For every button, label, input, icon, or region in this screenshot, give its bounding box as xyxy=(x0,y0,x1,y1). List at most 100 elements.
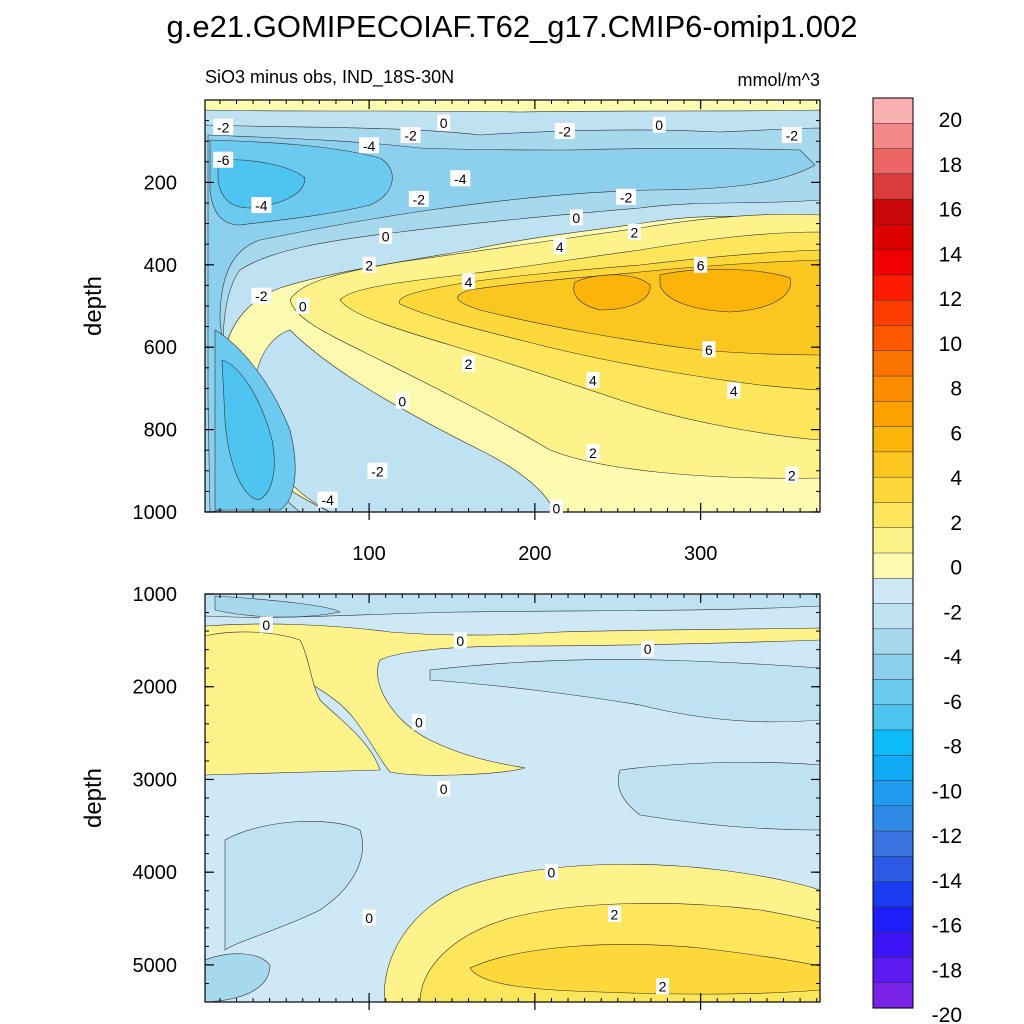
lower-contour-label-box xyxy=(656,978,670,995)
colorbar-segment xyxy=(872,906,914,933)
lower-region-pos2-core xyxy=(469,944,820,995)
lower-contour-label-box xyxy=(453,632,467,649)
lower-region-neg-right xyxy=(429,659,820,723)
upper-contour-label-text: 0 xyxy=(299,299,307,315)
lower-region-pos-left-band xyxy=(205,631,381,776)
colorbar-segment xyxy=(872,198,914,225)
colorbar-segment xyxy=(872,299,914,327)
upper-contour-label: 4 xyxy=(727,382,741,399)
lower-contour-label-box xyxy=(437,780,451,797)
upper-contour-label: 2 xyxy=(785,466,799,483)
upper-contour-label: 4 xyxy=(553,238,567,255)
panel-lower: 1000 2000 3000 4000 5000 0 0 0 0 0 0 0 2 2 depth xyxy=(80,584,821,1010)
upper-contour-label-box xyxy=(251,197,272,214)
upper-x-axis: 100 200 300 xyxy=(219,100,818,565)
colorbar-segment xyxy=(872,780,914,807)
colorbar-segment xyxy=(872,375,914,402)
upper-contour-label-text: -4 xyxy=(454,171,467,187)
lower-contour-label-box xyxy=(641,640,655,657)
lower-y-tick-label: 5000 xyxy=(133,955,178,977)
upper-contour-label-text: -2 xyxy=(786,128,799,144)
upper-contour-label-box xyxy=(616,188,637,205)
lower-region-neg-right-deep xyxy=(617,761,820,831)
lower-y-tick-label: 1000 xyxy=(133,584,178,606)
upper-contour-label: 0 xyxy=(569,209,583,226)
colorbar-tick-label: -14 xyxy=(932,870,963,893)
upper-contour-label: -2 xyxy=(213,118,234,135)
chart-subtitle: SiO3 minus obs, IND_18S-30N xyxy=(205,67,454,88)
colorbar-segment xyxy=(872,679,914,706)
upper-contour-label-text: 4 xyxy=(730,383,738,399)
colorbar-frame xyxy=(872,97,914,1009)
upper-contour-label: -2 xyxy=(367,462,388,479)
upper-contour-label-box xyxy=(450,170,471,187)
colorbar-tick-label: 0 xyxy=(950,557,962,580)
colorbar xyxy=(872,97,914,1009)
upper-contour-label: -4 xyxy=(359,137,380,154)
lower-contour-label-text: 0 xyxy=(415,714,423,730)
lower-contour-label: 0 xyxy=(544,864,558,881)
colorbar-tick-label: -16 xyxy=(932,915,962,938)
colorbar-tick-label: -4 xyxy=(943,646,962,669)
upper-contour-label-box xyxy=(359,137,380,154)
upper-contour-label-box xyxy=(362,256,376,273)
upper-contour-label: -2 xyxy=(781,127,802,144)
upper-contour-label-text: 2 xyxy=(788,467,796,483)
upper-contour-label-box xyxy=(586,444,600,461)
colorbar-tick-label: 8 xyxy=(950,378,962,401)
upper-y-tick-label: 600 xyxy=(144,337,177,359)
colorbar-segment xyxy=(872,401,914,428)
upper-contour-label: -4 xyxy=(450,170,471,187)
lower-contour-label-box xyxy=(259,616,273,633)
upper-contour-label-text: -6 xyxy=(217,152,230,168)
colorbar-tick-label: 4 xyxy=(950,467,962,490)
chart-title: g.e21.GOMIPECOIAF.T62_g17.CMIP6-omip1.00… xyxy=(167,9,858,44)
upper-region-neg4 xyxy=(205,124,820,512)
upper-contour-label-text: 6 xyxy=(705,342,713,358)
upper-contour-label-text: -4 xyxy=(363,138,376,154)
upper-y-tick-label: 200 xyxy=(144,172,177,194)
lower-contour-label-box xyxy=(362,909,376,926)
upper-contour-label-text: 4 xyxy=(556,239,564,255)
upper-contour-label-box xyxy=(462,355,476,372)
colorbar-tick-label: -2 xyxy=(943,601,962,624)
upper-contour-label: 0 xyxy=(652,116,666,133)
upper-region-neg10 xyxy=(217,159,306,501)
upper-contour-label-box xyxy=(400,127,421,144)
upper-contour-label-text: 4 xyxy=(465,274,473,290)
colorbar-tick-label: -20 xyxy=(932,1004,962,1024)
upper-contour-label-box xyxy=(553,238,567,255)
upper-contour-label: 2 xyxy=(462,355,476,372)
colorbar-tick-labels: -20-18-16-14-12-10-8-6-4-202468101214161… xyxy=(932,109,963,1024)
upper-contour-label-text: -2 xyxy=(371,463,384,479)
upper-contour-label-text: -4 xyxy=(321,492,334,508)
upper-contour-label: 2 xyxy=(627,223,641,240)
lower-contour-fill xyxy=(205,594,820,1002)
colorbar-segment xyxy=(872,830,914,857)
upper-contour-label: -4 xyxy=(317,491,338,508)
upper-contour-label-text: 0 xyxy=(440,115,448,131)
colorbar-segment xyxy=(872,350,914,377)
lower-contour-label-box xyxy=(607,905,621,922)
lower-region-neg-top-core xyxy=(214,595,341,618)
upper-contour-label-text: 0 xyxy=(382,228,390,244)
upper-y-axis-label: depth xyxy=(80,276,107,336)
upper-contour-label-box xyxy=(652,116,666,133)
upper-contour-label-text: 2 xyxy=(630,224,638,240)
upper-contour-label: 0 xyxy=(379,227,393,244)
colorbar-tick-label: -8 xyxy=(943,736,962,759)
colorbar-segment xyxy=(872,603,914,630)
upper-contour-label-box xyxy=(296,298,310,314)
lower-contour-label-text: 0 xyxy=(456,633,464,649)
colorbar-segment xyxy=(872,97,914,124)
lower-contour-label-text: 0 xyxy=(365,910,373,926)
upper-contour-label: 2 xyxy=(362,256,376,273)
upper-contour-label-text: -2 xyxy=(620,189,633,205)
colorbar-segment xyxy=(872,451,914,478)
colorbar-tick-label: 18 xyxy=(939,154,962,177)
lower-contour-label: 0 xyxy=(259,616,273,633)
colorbar-segment xyxy=(872,502,914,529)
colorbar-tick-label: 6 xyxy=(950,422,962,445)
colorbar-segment xyxy=(872,881,914,908)
